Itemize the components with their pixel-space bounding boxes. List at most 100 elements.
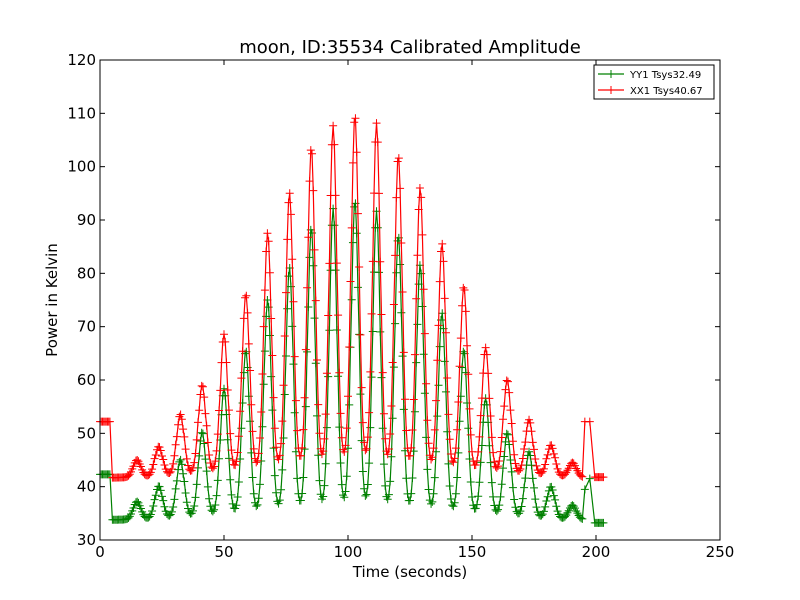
series-point-0-272 (434, 381, 443, 390)
series-point-1-346 (526, 418, 535, 427)
series-point-1-109 (232, 457, 241, 466)
series-point-1-105 (227, 446, 236, 455)
series-point-1-272 (434, 321, 443, 330)
series-point-0-103 (224, 454, 233, 463)
series-point-1-243 (398, 288, 407, 297)
series-point-1-388 (578, 472, 587, 481)
series-point-1-83 (200, 393, 209, 402)
series-point-0-181 (321, 459, 330, 468)
series-point-1-261 (420, 329, 429, 338)
series-point-0-146 (278, 465, 287, 474)
series-point-1-125 (252, 458, 261, 467)
series-point-1-317 (490, 457, 499, 466)
series-point-1-132 (260, 286, 269, 295)
series-point-0-281 (445, 481, 454, 490)
series-point-1-171 (309, 186, 318, 195)
series-point-1-358 (541, 460, 550, 469)
series-point-1-99 (220, 330, 228, 339)
series-point-1-274 (437, 247, 445, 256)
series-point-0-93 (212, 491, 221, 500)
series-point-1-134 (263, 229, 272, 238)
series-point-1-93 (212, 446, 221, 455)
series-point-1-303 (472, 456, 481, 465)
series-point-1-199 (344, 392, 352, 401)
series-point-0-150 (283, 304, 292, 313)
series-point-1-101 (222, 358, 231, 367)
series-point-1-127 (254, 449, 263, 458)
series-point-1-77 (192, 435, 201, 444)
series-point-1-148 (280, 332, 289, 341)
series-point-0-339 (517, 502, 526, 511)
series-point-0-319 (492, 507, 501, 516)
series-point-0-216 (365, 459, 374, 468)
series-point-0-266 (427, 499, 436, 508)
series-point-0-145 (277, 485, 286, 494)
series-point-1-57 (167, 465, 176, 474)
series-point-0-192 (335, 423, 344, 432)
series-point-1-254 (412, 294, 421, 303)
series-point-0-223 (373, 223, 382, 232)
series-point-0-250 (407, 489, 416, 498)
x-tick-label: 250 (706, 543, 735, 561)
series-point-0-136 (265, 331, 274, 340)
series-point-1-227 (378, 368, 387, 377)
series-point-1-366 (551, 453, 560, 462)
series-point-1-193 (336, 409, 345, 418)
series-point-1-262 (422, 379, 431, 388)
series-point-0-358 (541, 502, 550, 511)
series-point-1-147 (279, 381, 288, 390)
series-point-1-208 (355, 262, 364, 271)
series-point-0-26 (129, 503, 138, 512)
series-point-1-29 (133, 455, 142, 464)
series-point-1-196 (340, 447, 349, 456)
series-point-1-213 (361, 446, 370, 455)
series-point-1-212 (360, 438, 369, 447)
series-point-0-68 (181, 489, 190, 498)
series-point-1-149 (282, 288, 290, 297)
series-point-1-143 (274, 455, 283, 464)
series-point-0-155 (289, 360, 298, 369)
series-point-1-48 (156, 446, 165, 455)
series-point-0-368 (553, 507, 562, 516)
series-point-1-367 (552, 459, 561, 468)
series-point-1-190 (332, 259, 341, 268)
series-point-0-183 (324, 372, 333, 381)
series-point-1-210 (357, 383, 366, 392)
series-point-1-238 (392, 193, 401, 202)
series-point-0-51 (160, 502, 169, 511)
series-point-1-390 (585, 417, 594, 426)
series-point-1-116 (241, 293, 250, 302)
series-point-1-78 (193, 418, 202, 427)
series-point-0-57 (167, 507, 176, 516)
series-point-1-162 (298, 443, 307, 452)
series-point-0-137 (267, 372, 276, 381)
series-point-1-324 (499, 415, 507, 424)
series-point-0-273 (435, 342, 444, 351)
series-point-1-310 (481, 343, 490, 352)
series-point-0-188 (330, 221, 339, 230)
series-point-0-200 (345, 400, 354, 409)
series-point-0-338 (516, 507, 525, 516)
series-point-1-133 (262, 247, 271, 256)
series-point-1-260 (419, 285, 428, 294)
series-point-0-237 (391, 319, 400, 328)
series-point-0-259 (418, 302, 427, 311)
series-point-0-323 (497, 480, 506, 489)
series-point-1-26 (129, 462, 138, 471)
series-point-1-51 (160, 461, 169, 470)
x-tick-label: 200 (582, 543, 611, 561)
series-point-0-202 (347, 295, 356, 304)
series-point-1-42 (149, 460, 158, 469)
series-point-1-279 (443, 373, 452, 382)
series-point-1-332 (508, 437, 517, 446)
series-point-0-47 (155, 482, 164, 491)
series-point-1-214 (362, 444, 371, 453)
series-point-1-156 (290, 352, 299, 361)
series-point-1-115 (239, 314, 248, 323)
series-point-0-50 (159, 496, 168, 505)
series-point-1-79 (195, 406, 204, 415)
y-tick-label: 110 (67, 104, 96, 122)
series-point-0-128 (255, 480, 264, 489)
series-point-1-65 (177, 415, 186, 424)
series-point-1-287 (453, 425, 462, 434)
